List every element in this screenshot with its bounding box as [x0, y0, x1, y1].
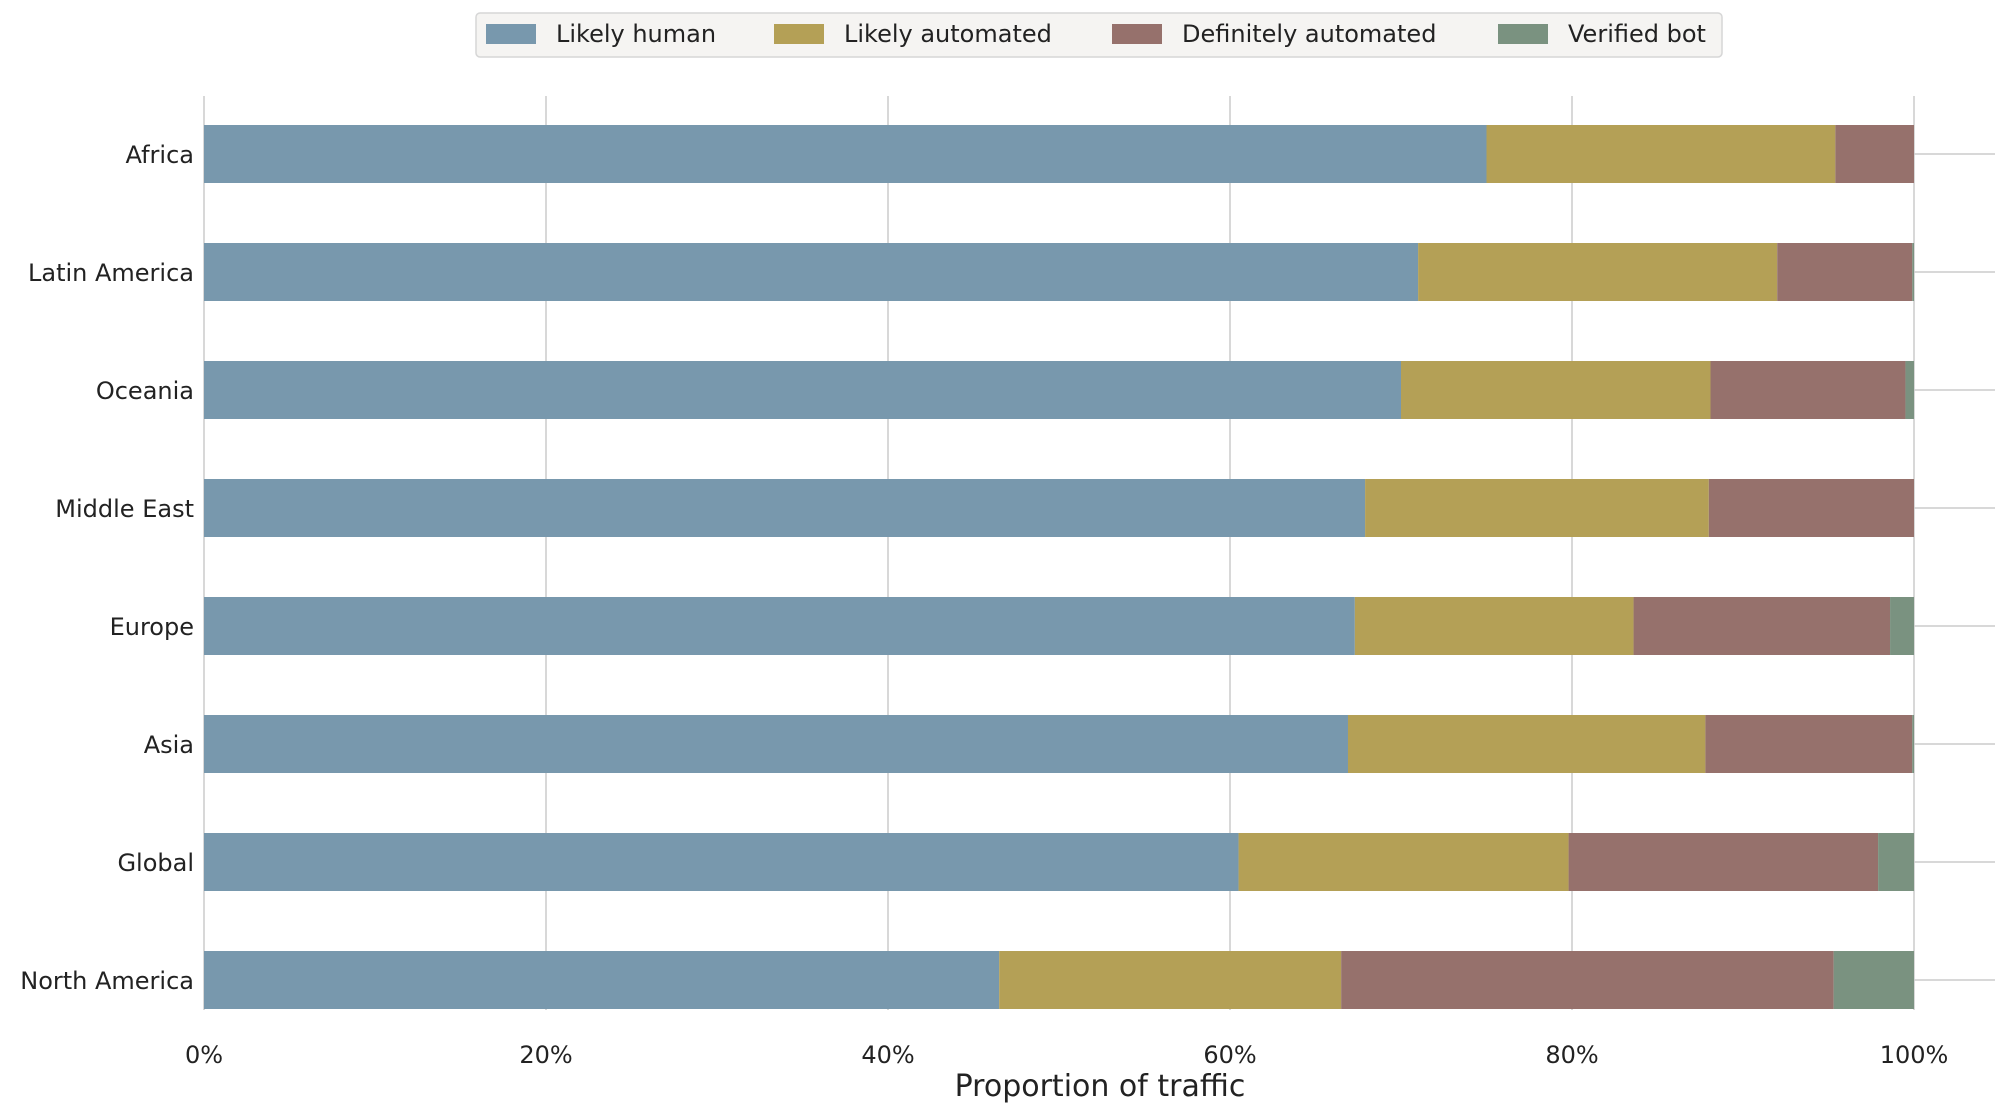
category-label: Oceania	[96, 377, 194, 405]
bar-segment	[1365, 479, 1709, 537]
category-label: Latin America	[28, 259, 194, 287]
bar-segment	[204, 243, 1419, 301]
bar-segment	[1912, 715, 1914, 773]
legend-swatch	[486, 24, 536, 44]
x-tick-label: 40%	[861, 1041, 914, 1069]
bar-segment	[204, 479, 1366, 537]
bar-segment	[1568, 833, 1879, 891]
legend-swatch	[1498, 24, 1548, 44]
bar-segment	[1710, 361, 1906, 419]
bar-segment	[204, 715, 1348, 773]
legend-label: Definitely automated	[1182, 20, 1436, 48]
bar-segment	[1878, 833, 1914, 891]
legend-swatch	[1112, 24, 1162, 44]
bar-segment	[1833, 951, 1914, 1009]
bar-segment	[204, 951, 1000, 1009]
x-tick-label: 100%	[1880, 1041, 1949, 1069]
legend-swatch	[774, 24, 824, 44]
bar-segment	[1238, 833, 1569, 891]
bar-segment	[204, 597, 1355, 655]
category-label: Europe	[110, 613, 194, 641]
legend: Likely human Likely automated Definitely a…	[475, 12, 1723, 58]
x-axis-title: Proportion of traffic	[955, 1069, 1246, 1104]
bar-segment	[1418, 243, 1778, 301]
x-tick-label: 20%	[519, 1041, 572, 1069]
legend-label: Likely automated	[844, 20, 1052, 48]
category-label: Middle East	[55, 495, 194, 523]
legend-label: Likely human	[556, 20, 716, 48]
category-labels: Africa Latin America Oceania Middle East Eur…	[20, 141, 194, 995]
category-label: Africa	[126, 141, 194, 169]
bar-segment	[1905, 361, 1914, 419]
bar-segment	[1912, 243, 1914, 301]
category-label: Asia	[144, 731, 194, 759]
bar-segment	[1708, 479, 1914, 537]
bar-segment	[1341, 951, 1834, 1009]
x-tick-label: 0%	[185, 1041, 223, 1069]
bar-segment	[1890, 597, 1914, 655]
bar-segment	[1705, 715, 1913, 773]
legend-label: Verified bot	[1568, 20, 1706, 48]
bars	[204, 125, 1914, 1009]
bar-segment	[204, 125, 1487, 183]
bar-segment	[1777, 243, 1913, 301]
category-label: North America	[20, 967, 194, 995]
bar-segment	[1486, 125, 1836, 183]
x-tick-label: 60%	[1203, 1041, 1256, 1069]
category-label: Global	[117, 849, 194, 877]
bar-segment	[1835, 125, 1914, 183]
bar-segment	[1354, 597, 1634, 655]
bar-segment	[204, 361, 1401, 419]
x-tick-label: 80%	[1545, 1041, 1598, 1069]
bar-segment	[999, 951, 1342, 1009]
bar-segment	[1347, 715, 1706, 773]
bar-segment	[1401, 361, 1711, 419]
x-tick-labels: 0% 20% 40% 60% 80% 100%	[185, 1041, 1948, 1069]
bar-segment	[204, 833, 1239, 891]
bar-segment	[1633, 597, 1891, 655]
